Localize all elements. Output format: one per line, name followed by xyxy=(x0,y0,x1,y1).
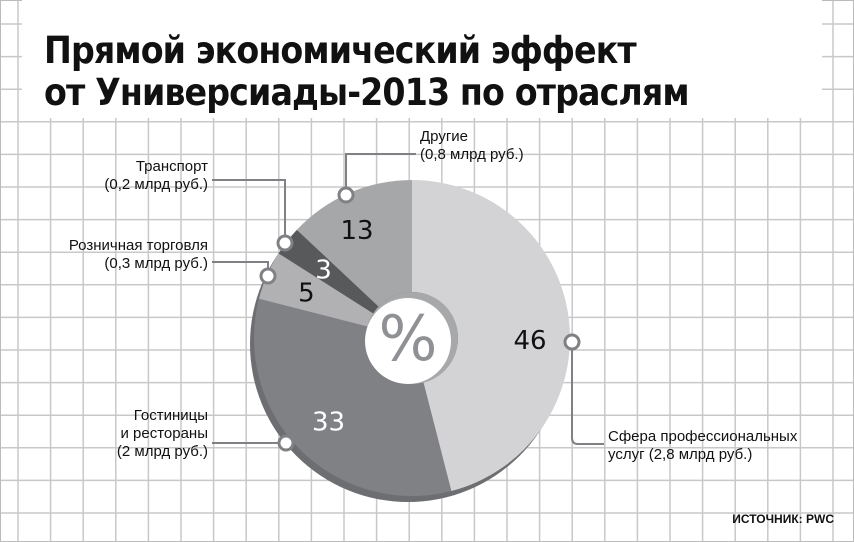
value-label-other: 13 xyxy=(340,216,373,246)
value-label-professional-services: 46 xyxy=(513,326,546,356)
marker-retail xyxy=(259,267,277,285)
slice-retail xyxy=(258,253,374,327)
marker-hotels xyxy=(277,434,295,452)
leader-line-professional-services xyxy=(571,342,604,445)
marker-other xyxy=(337,186,355,204)
label-other: Другие (0,8 млрд руб.) xyxy=(420,128,524,163)
marker-professional-services xyxy=(563,333,581,351)
slice-transport xyxy=(278,229,379,314)
title-line-2: от Универсиады-2013 по отраслям xyxy=(44,71,690,114)
label-professional-services: Сфера профессиональных услуг (2,8 млрд ру… xyxy=(608,428,798,463)
value-label-retail: 5 xyxy=(298,278,315,308)
slice-hotels xyxy=(254,298,452,496)
leader-line-other xyxy=(345,153,416,195)
marker-transport xyxy=(276,234,294,252)
label-transport: Транспорт (0,2 млрд руб.) xyxy=(104,158,208,193)
label-hotels: Гостиницы и рестораны (2 млрд руб.) xyxy=(116,407,208,460)
leader-line-transport xyxy=(212,179,286,243)
label-retail: Розничная торговля (0,3 млрд руб.) xyxy=(68,237,208,272)
value-label-transport: 3 xyxy=(315,255,332,285)
title-line-1: Прямой экономический эффект xyxy=(44,29,637,72)
leader-line-retail xyxy=(212,261,269,275)
percent-symbol: % xyxy=(379,302,438,375)
slice-other xyxy=(296,180,412,307)
value-label-hotels: 33 xyxy=(312,407,345,437)
center-hole xyxy=(365,298,451,384)
slice-professional-services xyxy=(412,180,570,492)
source-note: ИСТОЧНИК: PWC xyxy=(732,512,834,526)
chart-title: Прямой экономический эффект от Универсиа… xyxy=(22,0,822,118)
